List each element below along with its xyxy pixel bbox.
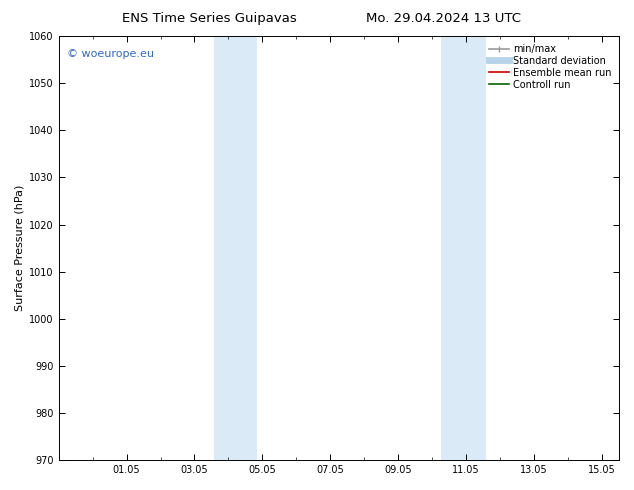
Bar (214, 36, 234, 460)
Bar (441, 36, 460, 460)
Bar (460, 36, 486, 460)
Bar (234, 36, 257, 460)
Text: ENS Time Series Guipavas: ENS Time Series Guipavas (122, 12, 297, 25)
Text: © woeurope.eu: © woeurope.eu (67, 49, 154, 59)
Legend: min/max, Standard deviation, Ensemble mean run, Controll run: min/max, Standard deviation, Ensemble me… (486, 41, 614, 93)
Y-axis label: Surface Pressure (hPa): Surface Pressure (hPa) (15, 185, 25, 311)
Text: Mo. 29.04.2024 13 UTC: Mo. 29.04.2024 13 UTC (366, 12, 521, 25)
